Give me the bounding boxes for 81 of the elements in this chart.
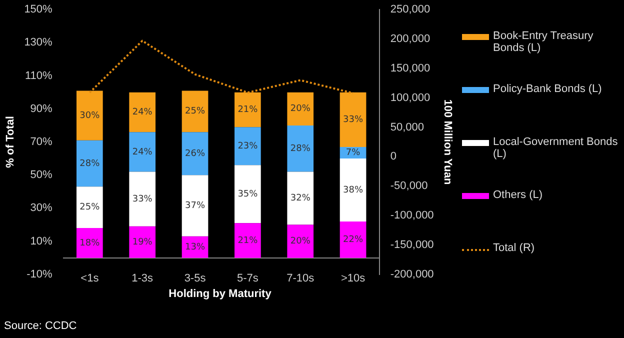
data-label: 35%: [238, 189, 258, 200]
y2-axis-title: 100 Million Yuan: [441, 99, 454, 185]
x-tick-label: <1s: [80, 272, 100, 284]
bar: [340, 221, 366, 258]
bar: [287, 125, 314, 172]
bar: [340, 158, 366, 222]
x-tick-label: 5-7s: [236, 272, 259, 284]
x-axis-title: Holding by Maturity: [168, 288, 272, 300]
data-label: 25%: [80, 202, 100, 213]
bar: [234, 92, 261, 128]
data-label: 25%: [185, 106, 206, 117]
bar: [182, 132, 208, 176]
bar: [287, 224, 314, 258]
y2-tick-label: 250,000: [390, 4, 430, 16]
data-label: 20%: [290, 104, 311, 114]
bar: [340, 92, 366, 147]
y-tick-label: 130%: [24, 36, 53, 49]
x-tick-label: >10s: [340, 272, 366, 284]
y2-tick-label: -100,000: [390, 210, 434, 222]
x-tick-label: 7-10s: [286, 272, 315, 284]
y-tick-label: 110%: [25, 70, 53, 82]
data-label: 38%: [343, 185, 364, 196]
y-tick-label: 10%: [30, 235, 53, 248]
legend-label: Book-Entry Treasury Bonds (L): [493, 30, 594, 54]
legend-label: Others (L): [493, 189, 543, 201]
bar: [287, 92, 314, 126]
legend-label: Total (R): [493, 242, 535, 254]
data-label: 26%: [185, 148, 206, 159]
bar: [76, 228, 103, 258]
bar: [182, 90, 208, 132]
data-label: 24%: [132, 147, 153, 158]
data-label: 20%: [290, 236, 311, 247]
y2-tick-label: 150,000: [390, 62, 430, 74]
y2-tick-label: 100,000: [390, 92, 430, 104]
y-tick-label: 50%: [30, 169, 53, 182]
bar: [234, 223, 261, 258]
bar: [76, 186, 103, 228]
data-label: 23%: [238, 141, 258, 152]
bar: [129, 92, 156, 132]
bar: [129, 132, 156, 172]
y2-tick-label: -200,000: [390, 268, 434, 280]
y2-tick-label: -150,000: [390, 239, 434, 252]
data-label: 33%: [132, 194, 153, 204]
y2-tick-label: 200,000: [390, 33, 430, 46]
bar: [234, 127, 261, 166]
line-series: [88, 40, 354, 94]
x-tick-label: 1-3s: [132, 272, 154, 284]
x-tick-label: 3-5s: [184, 272, 206, 284]
bar: [76, 90, 103, 140]
bar: [234, 165, 261, 224]
data-label: 30%: [80, 110, 100, 121]
y-tick-label: -10%: [26, 268, 53, 280]
data-label: 32%: [290, 194, 311, 204]
y-tick-label: 30%: [30, 202, 53, 214]
data-label: 33%: [343, 115, 364, 125]
data-label: 37%: [185, 201, 206, 212]
data-label: 19%: [132, 237, 153, 248]
y-tick-label: 150%: [24, 4, 53, 16]
data-label: 28%: [80, 158, 100, 169]
data-label: 24%: [132, 108, 153, 118]
data-label: 22%: [343, 234, 364, 245]
y-tick-label: 70%: [30, 136, 53, 148]
bar: [129, 226, 156, 258]
y-tick-label: 90%: [30, 102, 53, 115]
data-label: 18%: [80, 238, 100, 248]
data-label: 7%: [346, 148, 361, 158]
legend-label: Local-Government Bonds (L): [493, 136, 619, 160]
data-label: 21%: [238, 105, 258, 116]
y2-tick-label: 0: [390, 150, 396, 163]
data-label: 28%: [290, 144, 311, 154]
y2-tick-label: 50,000: [390, 121, 424, 134]
bar: [182, 175, 208, 236]
legend-label: Policy-Bank Bonds (L): [493, 83, 602, 95]
source-note: Source: CCDC: [4, 320, 77, 332]
bar: [76, 140, 103, 187]
y-axis-title: % of Total: [4, 116, 17, 168]
bar: [287, 172, 314, 225]
y2-tick-label: -50,000: [390, 180, 428, 192]
data-label: 13%: [185, 242, 206, 252]
bar: [129, 172, 156, 226]
data-label: 21%: [238, 236, 258, 246]
